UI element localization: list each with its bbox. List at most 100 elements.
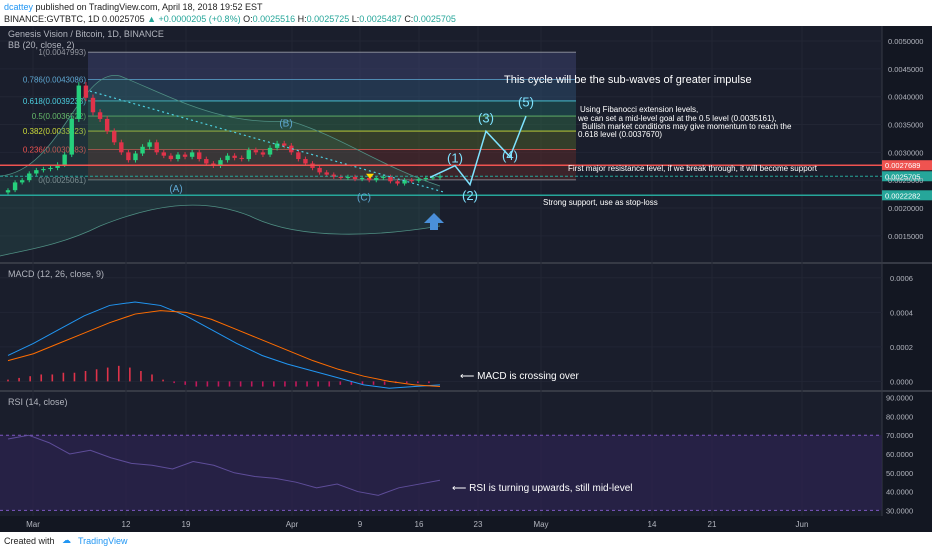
close-value: 0.0025705 xyxy=(413,14,456,24)
created-with-label: Created with xyxy=(4,536,55,546)
bb-label: BB (20, close, 2) xyxy=(8,40,75,50)
macd-note: ⟵ MACD is crossing over xyxy=(460,371,579,382)
price-tick-label: 0.0020000 xyxy=(888,204,923,213)
macd-label: MACD (12, 26, close, 9) xyxy=(8,269,104,279)
candle-body xyxy=(218,160,223,166)
fib-level-label: 0.236(0.0030483) xyxy=(23,146,87,155)
wave-label: (B) xyxy=(279,119,292,130)
impulse-wave-path xyxy=(429,115,527,187)
fib-level-label: 0.5(0.0036522) xyxy=(32,112,87,121)
price-tick-label: 0.0025000 xyxy=(888,176,923,185)
candle-body xyxy=(274,143,280,148)
candle-body xyxy=(182,154,188,157)
candle-body xyxy=(303,159,308,164)
candle-body xyxy=(331,174,336,177)
low-label: L: xyxy=(351,14,360,24)
trading-chart[interactable]: 1(0.0047993) 0.786(0.0043086) 0.618(0.0039… xyxy=(0,26,932,532)
price-tick-label: 0.0045000 xyxy=(888,65,923,74)
candle-body xyxy=(119,142,124,153)
fib-zone xyxy=(88,116,576,132)
candle-body xyxy=(388,176,393,182)
candle-body xyxy=(281,143,287,146)
fib-level-label: 0(0.0025061) xyxy=(38,176,86,185)
symbol: BINANCE:GVTBTC, 1D xyxy=(4,14,100,24)
tradingview-brand[interactable]: TradingView xyxy=(78,536,128,546)
fib-zone xyxy=(88,52,576,80)
publish-line: dcattey published on TradingView.com, Ap… xyxy=(4,2,263,12)
main-title: Genesis Vision / Bitcoin, 1D, BINANCE xyxy=(8,29,164,39)
candle-body xyxy=(104,118,110,132)
time-axis[interactable] xyxy=(0,516,932,532)
candle-body xyxy=(126,152,131,161)
rsi-label: RSI (14, close) xyxy=(8,397,68,407)
signal-line xyxy=(7,310,441,388)
bollinger-lower xyxy=(0,204,441,257)
cycle-note: This cycle will be the sub-waves of grea… xyxy=(504,74,752,86)
candle-body xyxy=(161,152,167,156)
downtrend-line xyxy=(89,90,446,194)
fib-note-3: Bullish market conditions may give momen… xyxy=(582,122,792,131)
candle-body xyxy=(225,155,230,161)
wave-label: (2) xyxy=(462,188,478,203)
candle-body xyxy=(395,181,400,184)
price-axis[interactable] xyxy=(882,26,932,516)
author-link[interactable]: dcattey xyxy=(4,2,34,12)
candle-body xyxy=(34,170,39,174)
price-change: ▲ +0.0000205 (+0.8%) xyxy=(147,14,241,24)
fib-zone xyxy=(88,100,576,117)
rsi-note: ⟵ RSI is turning upwards, still mid-leve… xyxy=(452,483,633,494)
fib-level-label: 0.382(0.0033823) xyxy=(23,127,87,136)
price-tick-label: 0.0015000 xyxy=(888,232,923,241)
rsi-band xyxy=(0,435,882,511)
candle-body xyxy=(147,142,152,147)
candle-body xyxy=(83,85,89,98)
price-tick-label: 0.0030000 xyxy=(888,148,923,157)
candle-body xyxy=(27,173,32,181)
candle-body xyxy=(352,176,358,180)
candle-body xyxy=(204,159,209,164)
candle-body xyxy=(112,131,117,143)
candle-body xyxy=(246,150,251,160)
candle-body xyxy=(5,190,11,193)
candle-body xyxy=(41,169,46,171)
candle-body xyxy=(55,164,60,168)
candle-body xyxy=(197,152,202,160)
tradingview-logo-icon[interactable]: ☁ xyxy=(62,535,71,545)
wave-label: (1) xyxy=(447,150,463,165)
fib-level-label: 0.786(0.0043086) xyxy=(23,76,87,85)
fib-zone xyxy=(88,131,576,150)
macd-line xyxy=(7,301,441,389)
price-marker-bg xyxy=(882,160,932,171)
price-marker-label: 0.0027689 xyxy=(885,161,920,170)
price-marker-bg xyxy=(882,171,932,182)
time-tick-label: 23 xyxy=(474,520,483,529)
fib-zone xyxy=(88,79,576,101)
rsi-tick-label: 70.0000 xyxy=(886,431,913,440)
rsi-tick-label: 50.0000 xyxy=(886,469,913,478)
candle-body xyxy=(168,155,174,160)
candle-body xyxy=(154,142,159,153)
candle-body xyxy=(76,85,82,119)
macd-pane[interactable] xyxy=(0,264,882,390)
footer-bar: Created with ☁ TradingView xyxy=(0,532,932,550)
candle-body xyxy=(232,155,237,158)
candle-body xyxy=(345,176,351,178)
rsi-tick-label: 40.0000 xyxy=(886,488,913,497)
candle-body xyxy=(296,152,301,160)
wave-label: (4) xyxy=(502,148,518,163)
wave-label: (5) xyxy=(518,95,534,110)
time-tick-label: 19 xyxy=(182,520,191,529)
bollinger-upper xyxy=(0,75,441,187)
candle-body xyxy=(62,154,67,165)
price-tick-label: 0.0035000 xyxy=(888,121,923,130)
fib-note-4: 0.618 level (0.0037670) xyxy=(578,130,662,139)
candle-body xyxy=(12,182,18,191)
time-tick-label: Apr xyxy=(286,520,299,529)
time-tick-label: Mar xyxy=(26,520,40,529)
open-value: 0.0025516 xyxy=(252,14,296,24)
candle-body xyxy=(260,152,266,155)
arrow-up-icon xyxy=(424,213,444,230)
publish-info: published on TradingView.com, April 18, … xyxy=(35,2,263,12)
candle-body xyxy=(416,179,421,181)
time-tick-label: Jun xyxy=(796,520,809,529)
